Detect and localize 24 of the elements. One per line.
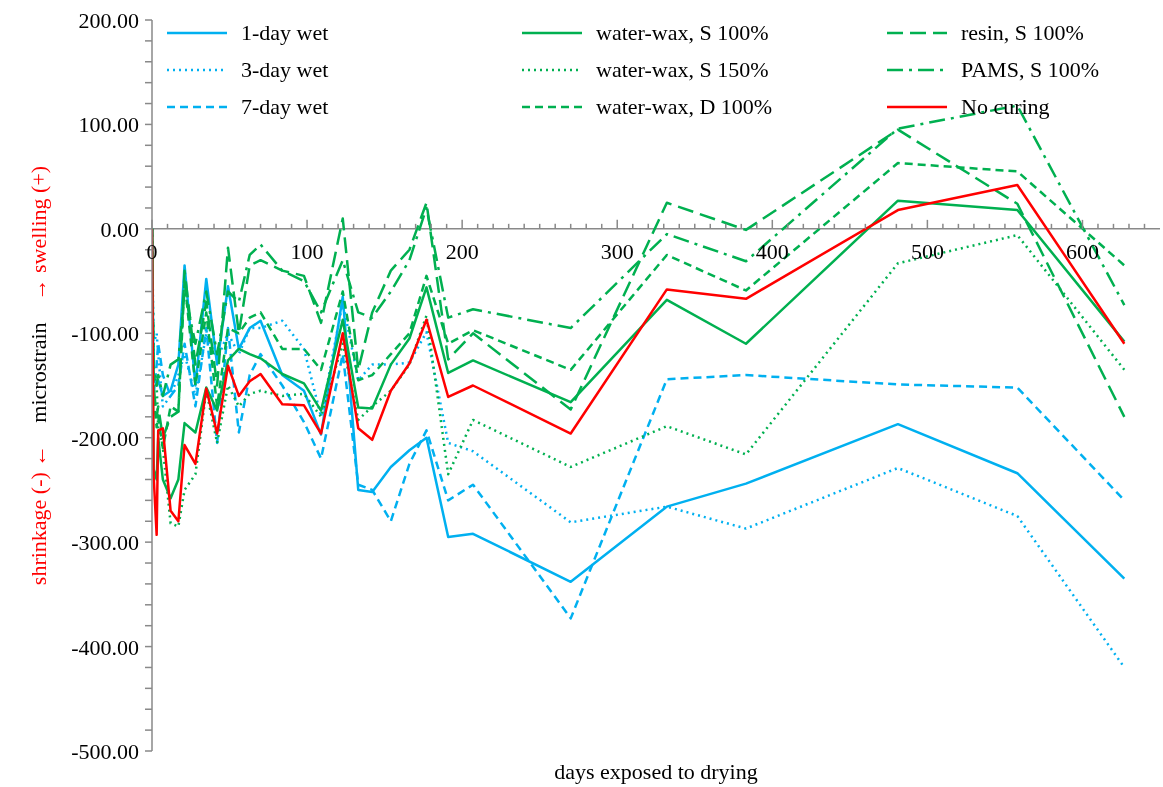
x-tick-label: 100 — [290, 238, 324, 264]
legend-label: water-wax, S 150% — [596, 56, 769, 83]
y-tick-label: 100.00 — [78, 112, 139, 138]
legend-label: water-wax, D 100% — [596, 93, 773, 120]
legend-label: No curing — [961, 93, 1050, 120]
legend-label: 3-day wet — [241, 56, 329, 83]
legend-label: 1-day wet — [241, 19, 329, 46]
x-tick-label: 200 — [445, 238, 479, 264]
x-axis-title: days exposed to drying — [554, 759, 758, 784]
legend-label: water-wax, S 100% — [596, 19, 769, 46]
x-tick-label: 300 — [600, 238, 634, 264]
legend-label: resin, S 100% — [961, 19, 1084, 46]
y-tick-label: -200.00 — [71, 425, 139, 451]
y-tick-label: 0.00 — [100, 216, 139, 242]
x-tick-label: 400 — [755, 238, 789, 264]
legend-label: PAMS, S 100% — [961, 56, 1099, 83]
y-tick-label: 200.00 — [78, 8, 139, 33]
y-axis-title: shrinkage (-) ← microstrain → swelling (+) — [26, 165, 51, 586]
y-tick-label: -400.00 — [71, 634, 139, 660]
y-tick-label: -500.00 — [71, 739, 139, 764]
y-tick-label: -300.00 — [71, 530, 139, 556]
y-tick-label: -100.00 — [71, 321, 139, 347]
legend-label: 7-day wet — [241, 93, 329, 120]
x-tick-label: 500 — [910, 238, 944, 264]
